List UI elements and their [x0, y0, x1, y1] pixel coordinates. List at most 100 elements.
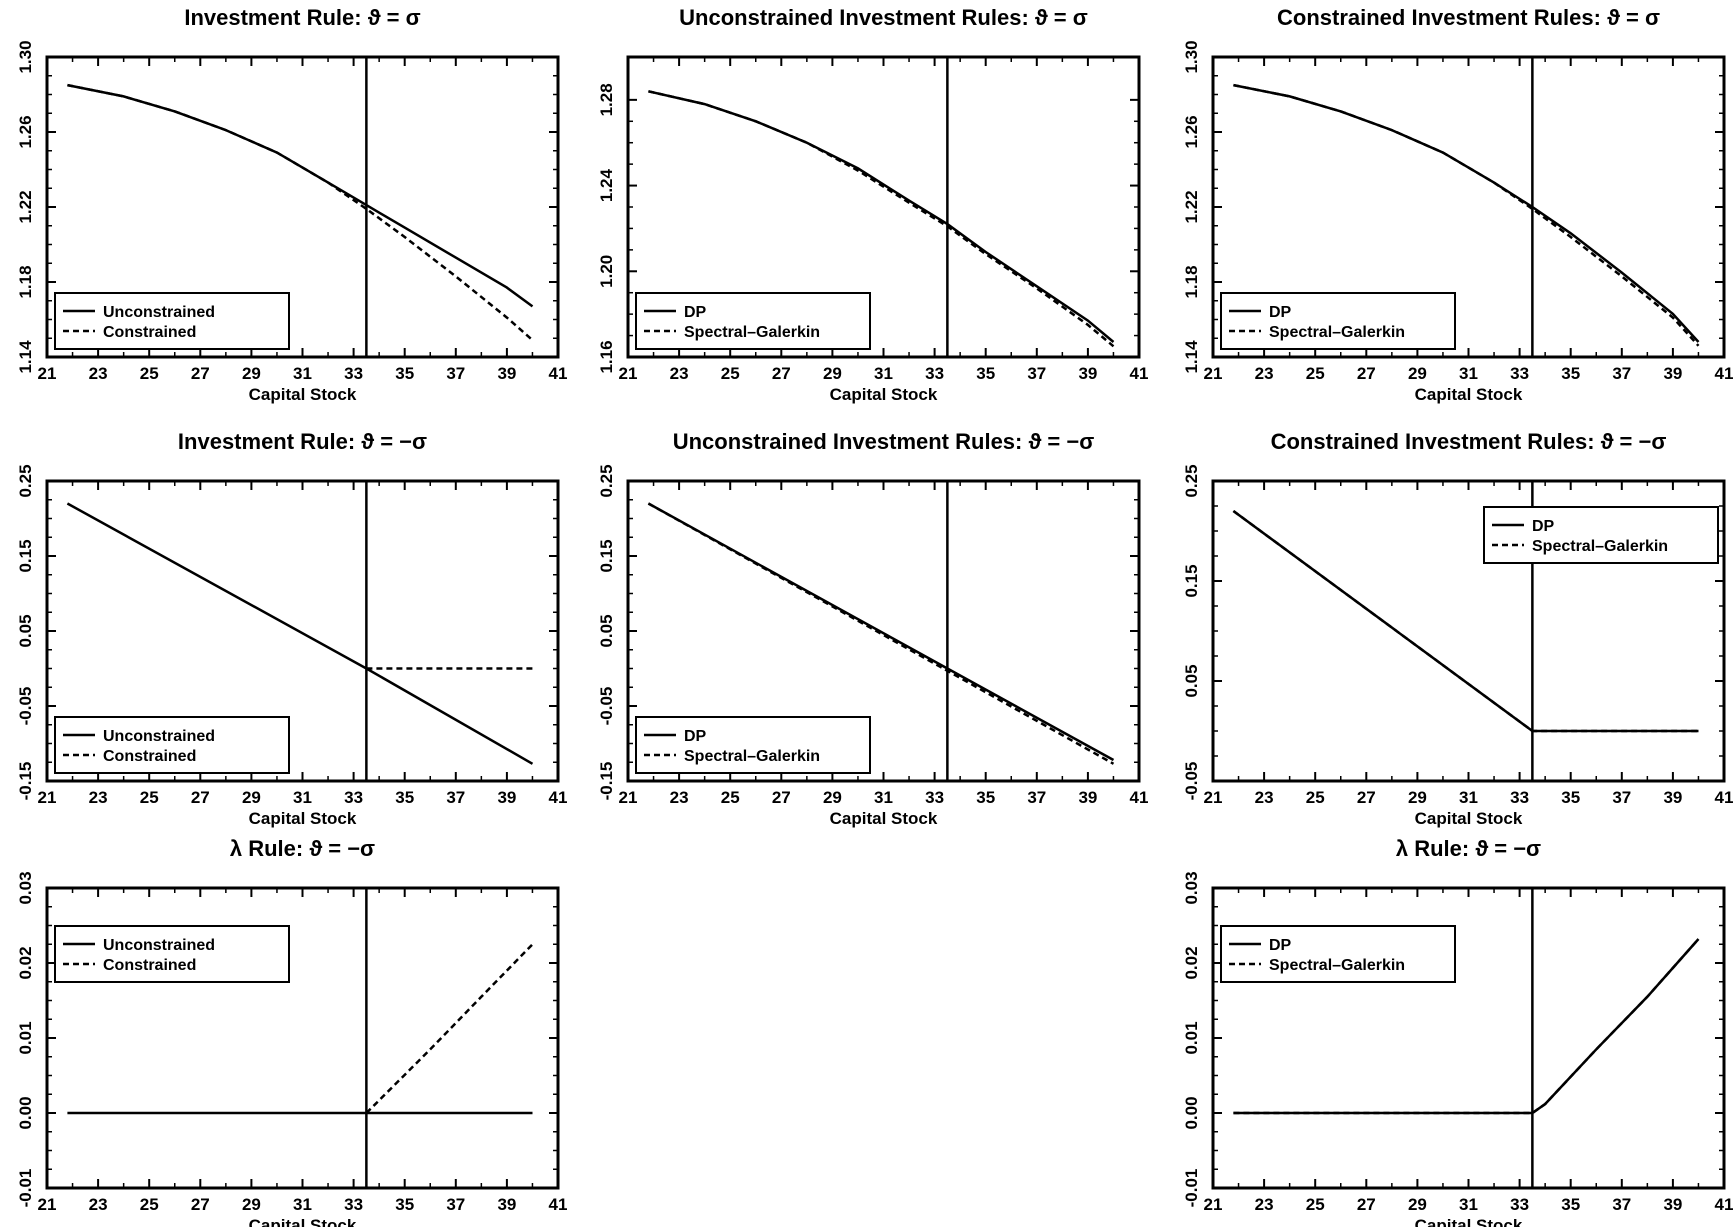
chart-title: Unconstrained Investment Rules: ϑ = σ	[679, 5, 1088, 30]
legend-label-2: Constrained	[103, 324, 196, 341]
series-line-2	[647, 502, 1115, 765]
x-tick-label: 29	[242, 364, 261, 383]
y-tick-label: 1.14	[1182, 340, 1201, 374]
x-tick-label: 35	[1561, 364, 1580, 383]
legend-label-1: Unconstrained	[103, 304, 215, 321]
y-tick-label: -0.05	[1182, 762, 1201, 801]
chart-title: λ Rule: ϑ = −σ	[230, 836, 375, 861]
x-tick-label: 27	[191, 364, 210, 383]
x-tick-label: 25	[721, 364, 740, 383]
x-tick-label: 31	[874, 788, 893, 807]
legend-label-2: Spectral–Galerkin	[1269, 324, 1405, 341]
x-tick-label: 39	[1663, 364, 1682, 383]
chart-panel-6: Constrained Investment Rules: ϑ = −σ 21 23…	[1182, 429, 1733, 828]
y-tick-label: 1.18	[16, 265, 35, 298]
y-tick-label: 1.30	[1182, 40, 1201, 73]
x-tick-label: 41	[1715, 364, 1733, 383]
legend: DP Spectral–Galerkin	[1220, 925, 1456, 983]
x-tick-label: 41	[1715, 1195, 1733, 1214]
x-tick-label: 23	[1255, 788, 1274, 807]
series-line-2	[648, 90, 1115, 348]
x-tick-label: 31	[1459, 364, 1478, 383]
x-tick-label: 21	[1204, 1195, 1223, 1214]
y-tick-label: 1.22	[1182, 190, 1201, 223]
x-tick-label: 31	[293, 1195, 312, 1214]
legend-label-1: DP	[684, 728, 707, 745]
x-tick-label: 37	[1612, 1195, 1631, 1214]
chart-panel-7: λ Rule: ϑ = −σ 21 23 25 27 29 31 33 35 37 39 41 -0.0…	[16, 836, 567, 1227]
x-tick-label: 23	[89, 1195, 108, 1214]
x-tick-label: 27	[191, 788, 210, 807]
x-tick-label: 25	[1306, 1195, 1325, 1214]
x-tick-label: 29	[1408, 788, 1427, 807]
x-tick-label: 41	[1715, 788, 1733, 807]
x-tick-label: 23	[1255, 364, 1274, 383]
x-tick-label: 27	[1357, 1195, 1376, 1214]
y-tick-label: -0.05	[16, 687, 35, 726]
x-tick-label: 25	[1306, 788, 1325, 807]
y-tick-label: 0.15	[16, 539, 35, 572]
y-tick-label: 0.15	[597, 539, 616, 572]
x-tick-label: 39	[497, 788, 516, 807]
x-tick-label: 25	[140, 364, 159, 383]
legend-label-1: Unconstrained	[103, 728, 215, 745]
x-tick-label: 41	[549, 788, 568, 807]
legend-box	[635, 716, 871, 774]
x-tick-label: 31	[1459, 788, 1478, 807]
y-tick-label: 0.02	[1182, 946, 1201, 979]
legend-box	[54, 925, 290, 983]
y-tick-label: 1.24	[597, 168, 616, 202]
y-tick-label: 0.03	[16, 871, 35, 904]
legend-box	[54, 716, 290, 774]
x-tick-label: 23	[670, 364, 689, 383]
y-tick-label: 1.30	[16, 40, 35, 73]
legend-box	[1220, 925, 1456, 983]
x-tick-label: 35	[395, 788, 414, 807]
y-tick-label: 0.15	[1182, 564, 1201, 597]
x-tick-label: 21	[38, 364, 57, 383]
y-tick-label: -0.01	[16, 1169, 35, 1208]
legend-label-1: DP	[684, 304, 707, 321]
x-tick-label: 39	[497, 364, 516, 383]
series-line-2	[1233, 83, 1700, 347]
x-tick-label: 23	[89, 364, 108, 383]
x-tick-label: 31	[293, 364, 312, 383]
x-tick-label: 37	[446, 1195, 465, 1214]
legend: DP Spectral–Galerkin	[635, 292, 871, 350]
x-tick-label: 25	[140, 1195, 159, 1214]
x-tick-label: 37	[1612, 788, 1631, 807]
x-tick-label: 21	[1204, 364, 1223, 383]
y-tick-label: 1.20	[597, 255, 616, 288]
x-tick-label: 23	[670, 788, 689, 807]
legend-label-2: Spectral–Galerkin	[684, 324, 820, 341]
x-tick-label: 27	[772, 364, 791, 383]
x-tick-label: 33	[1510, 788, 1529, 807]
y-tick-label: 1.14	[16, 340, 35, 374]
legend-label-1: DP	[1269, 937, 1292, 954]
chart-title: Investment Rule: ϑ = σ	[184, 5, 420, 30]
series-line-2	[67, 83, 534, 342]
x-tick-label: 35	[1561, 1195, 1580, 1214]
chart-panel-3: Constrained Investment Rules: ϑ = σ 21 23 2…	[1182, 5, 1733, 404]
y-tick-label: 0.25	[1182, 464, 1201, 497]
chart-panel-8: λ Rule: ϑ = −σ 21 23 25 27 29 31 33 35 37 39 41 -0.0…	[1182, 836, 1733, 1227]
legend-label-1: DP	[1532, 518, 1555, 535]
x-tick-label: 33	[1510, 364, 1529, 383]
series-line-2	[1233, 938, 1700, 1115]
x-tick-label: 33	[344, 364, 363, 383]
x-tick-label: 37	[1612, 364, 1631, 383]
x-tick-label: 37	[446, 788, 465, 807]
chart-panel-1: Investment Rule: ϑ = σ 21 23 25 27 29 31 33 35 37…	[16, 5, 567, 404]
x-tick-label: 39	[1078, 364, 1097, 383]
x-axis-label: Capital Stock	[249, 809, 357, 828]
x-tick-label: 27	[1357, 788, 1376, 807]
legend: DP Spectral–Galerkin	[635, 716, 871, 774]
x-tick-label: 35	[976, 788, 995, 807]
x-tick-label: 39	[1663, 788, 1682, 807]
x-tick-label: 29	[823, 364, 842, 383]
x-tick-label: 35	[395, 364, 414, 383]
x-tick-label: 33	[925, 788, 944, 807]
legend-box	[1220, 292, 1456, 350]
y-tick-label: -0.15	[16, 762, 35, 801]
x-tick-label: 31	[1459, 1195, 1478, 1214]
